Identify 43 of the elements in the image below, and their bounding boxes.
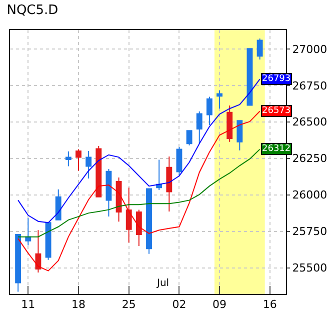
candlestick [246,48,253,106]
annotation: Jul [156,278,170,289]
candlestick [206,96,212,126]
candlestick [226,105,233,142]
y-tick-label: 27000 [292,42,328,56]
x-tick-label: 09 [212,298,227,312]
candlestick [236,120,243,151]
y-tick-label: 25750 [292,225,328,238]
candlestick [186,130,192,146]
candlestick [156,159,162,190]
candlestick [25,218,32,246]
candlestick [45,222,52,260]
candlestick [65,150,72,167]
x-tick-label: 02 [172,298,186,312]
candlestick [106,168,112,218]
data-label: 26312 [262,144,291,154]
candlestick [86,150,92,179]
data-label: 26573 [262,106,291,116]
candlestick [55,188,62,220]
candlestick [166,156,172,212]
candlestick [196,110,202,144]
y-tick-label: 26250 [292,152,328,166]
candlestick [116,176,122,222]
candlestick [216,90,222,110]
candlestick [15,234,22,292]
candlestick [146,188,152,254]
x-tick-label: 25 [122,298,136,312]
y-tick-label: 25500 [292,262,328,275]
chart-title: NQC5.D [6,2,58,18]
data-label: 26793 [262,74,291,84]
candlestick [76,148,82,172]
y-tick-label: 26000 [292,188,328,202]
candlestick [96,145,102,198]
candlestick [35,230,42,274]
candlestick [136,209,142,247]
candlestick [126,187,132,244]
candlestick [176,146,182,176]
x-tick-label: 11 [21,298,36,312]
x-tick-label: 16 [262,298,277,312]
y-tick-label: 26500 [292,116,328,129]
candlestick [256,38,263,60]
y-tick-label: 26750 [292,79,328,92]
x-tick-label: 18 [72,298,86,312]
